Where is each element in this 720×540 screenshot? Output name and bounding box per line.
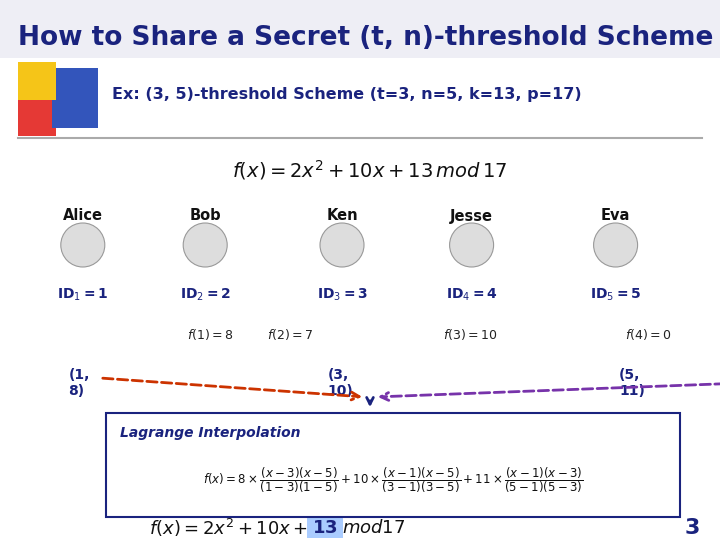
Text: $\mathbf{ID}_5\mathbf{=5}$: $\mathbf{ID}_5\mathbf{=5}$: [590, 287, 642, 303]
Circle shape: [593, 223, 638, 267]
Text: Bob: Bob: [189, 208, 221, 224]
Bar: [18, 98, 56, 136]
Text: $f(x) = 2x^2 + 10x + 13\,mod\,17$: $f(x) = 2x^2 + 10x + 13\,mod\,17$: [233, 158, 508, 182]
Text: 3: 3: [685, 518, 700, 538]
Text: Eva: Eva: [601, 208, 630, 224]
Text: Jesse: Jesse: [450, 208, 493, 224]
FancyBboxPatch shape: [106, 413, 680, 517]
Text: $f(4) = 0$: $f(4) = 0$: [625, 327, 671, 342]
Text: How to Share a Secret (t, n)-threshold Scheme: How to Share a Secret (t, n)-threshold S…: [18, 25, 714, 51]
Bar: [18, 62, 56, 100]
Text: (5,
11): (5, 11): [619, 368, 645, 398]
Text: $\mathbf{13}$: $\mathbf{13}$: [312, 519, 338, 537]
FancyBboxPatch shape: [0, 0, 720, 58]
Text: (3,
10): (3, 10): [328, 368, 354, 398]
Text: $f(2) = 7$: $f(2) = 7$: [267, 327, 313, 342]
Circle shape: [60, 223, 105, 267]
Text: Ken: Ken: [326, 208, 358, 224]
Text: Lagrange Interpolation: Lagrange Interpolation: [120, 426, 300, 440]
Text: $\mathbf{ID}_1\mathbf{=1}$: $\mathbf{ID}_1\mathbf{=1}$: [57, 287, 109, 303]
FancyBboxPatch shape: [307, 518, 343, 538]
Text: $f(3) = 10$: $f(3) = 10$: [443, 327, 498, 342]
Text: $f(x) = 2x^2 + 10x + $: $f(x) = 2x^2 + 10x + $: [149, 517, 308, 539]
Text: $f(1) = 8$: $f(1) = 8$: [186, 327, 233, 342]
Text: k: k: [383, 494, 394, 512]
Text: $mod17$: $mod17$: [342, 519, 405, 537]
Text: $\mathbf{ID}_3\mathbf{=3}$: $\mathbf{ID}_3\mathbf{=3}$: [317, 287, 367, 303]
Text: $f(x) = 8 \times \dfrac{(x-3)(x-5)}{(1-3)(1-5)} + 10 \times \dfrac{(x-1)(x-5)}{(: $f(x) = 8 \times \dfrac{(x-3)(x-5)}{(1-3…: [203, 465, 583, 495]
Circle shape: [183, 223, 228, 267]
Text: (1,
8): (1, 8): [68, 368, 90, 398]
Text: $\mathbf{ID}_4\mathbf{=4}$: $\mathbf{ID}_4\mathbf{=4}$: [446, 287, 498, 303]
Text: $\mathbf{ID}_2\mathbf{=2}$: $\mathbf{ID}_2\mathbf{=2}$: [180, 287, 230, 303]
Text: Ex: (3, 5)-threshold Scheme (t=3, n=5, k=13, p=17): Ex: (3, 5)-threshold Scheme (t=3, n=5, k…: [112, 87, 582, 103]
Circle shape: [320, 223, 364, 267]
Circle shape: [449, 223, 494, 267]
Text: Alice: Alice: [63, 208, 103, 224]
Bar: [52, 68, 98, 128]
